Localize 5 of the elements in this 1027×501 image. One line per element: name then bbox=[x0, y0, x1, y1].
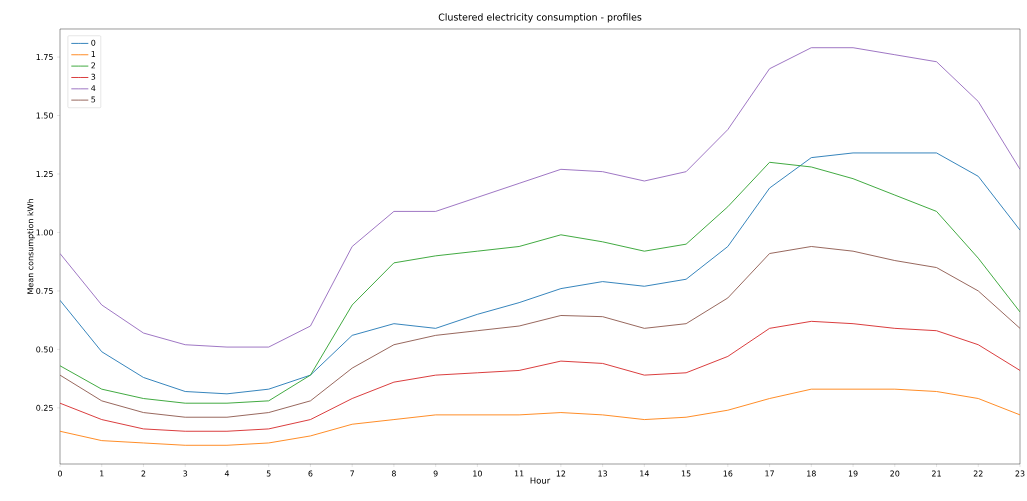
line-series bbox=[60, 47, 1021, 348]
line-series bbox=[60, 320, 1021, 432]
line-series bbox=[60, 246, 1021, 418]
x-axis-title: Hour bbox=[530, 477, 551, 484]
chart-title: Clustered electricity consumption - profiles bbox=[438, 13, 642, 23]
